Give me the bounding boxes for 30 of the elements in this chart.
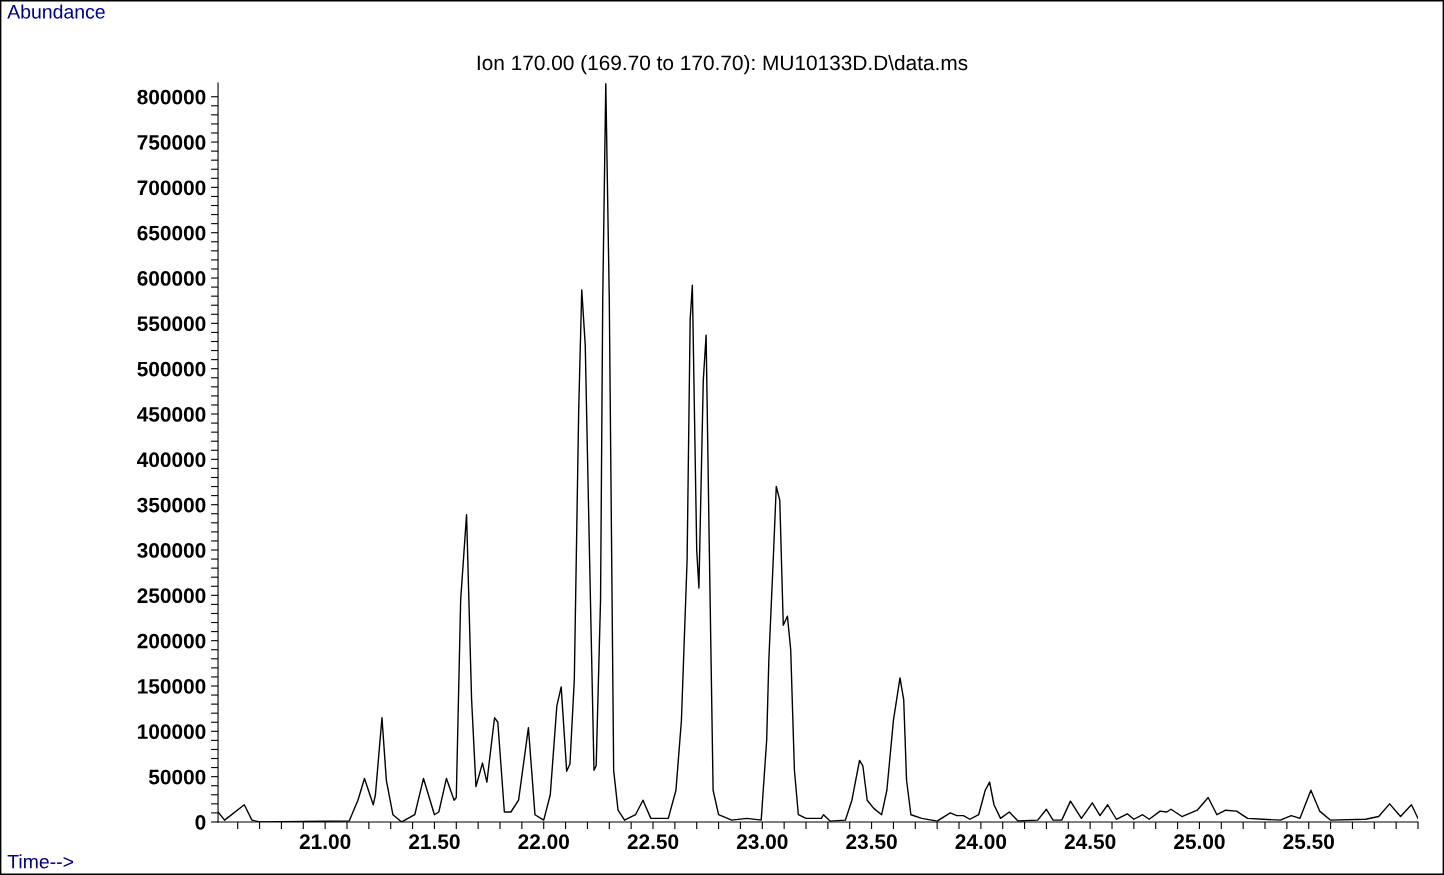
x-tick-label: 25.00: [1174, 834, 1225, 850]
chart-title: Ion 170.00 (169.70 to 170.70): MU10133D.D\data.ms: [477, 54, 968, 75]
y-tick-label: 750000: [137, 135, 206, 150]
y-tick-label: 0: [195, 814, 206, 830]
x-tick-label: 22.00: [518, 834, 569, 850]
y-tick-label: 200000: [137, 633, 206, 649]
y-tick-label: 150000: [138, 678, 206, 694]
y-tick-label: 500000: [137, 361, 206, 377]
y-tick-label: 250000: [137, 588, 206, 604]
y-tick-label: 550000: [137, 316, 206, 332]
x-tick-label: 21.00: [299, 834, 351, 850]
x-tick-label: 23.00: [736, 834, 788, 850]
y-axis-title: Abundance: [7, 4, 105, 19]
y-tick-label: 800000: [137, 89, 206, 105]
x-tick-label: 25.50: [1283, 834, 1334, 850]
y-tick-label: 450000: [137, 407, 206, 422]
y-tick-label: 400000: [137, 452, 206, 468]
x-tick-label: 24.00: [955, 834, 1007, 850]
x-tick-label: 24.50: [1064, 834, 1116, 850]
y-tick-label: 50000: [148, 769, 206, 785]
x-tick-label: 23.50: [846, 834, 897, 850]
x-tick-label: 21.50: [409, 834, 460, 850]
y-tick-label: 650000: [137, 225, 206, 241]
y-tick-label: 600000: [137, 271, 206, 286]
x-axis-title: Time-->: [7, 854, 74, 869]
y-tick-label: 100000: [138, 724, 206, 740]
y-tick-label: 300000: [137, 543, 206, 558]
y-tick-label: 350000: [137, 497, 206, 513]
x-tick-label: 22.50: [627, 834, 679, 850]
y-tick-label: 700000: [137, 180, 206, 196]
